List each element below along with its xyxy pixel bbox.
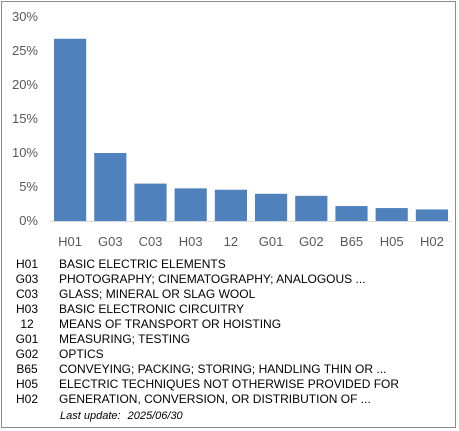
y-tick-label: 25% <box>12 43 38 58</box>
legend-item: G03 PHOTOGRAPHY; CINEMATOGRAPHY; ANALOGOU… <box>0 272 459 287</box>
legend-description: BASIC ELECTRIC ELEMENTS <box>59 257 226 271</box>
legend-code: 12 <box>20 317 34 331</box>
x-tick-label: G02 <box>299 234 324 249</box>
legend-description: GENERATION, CONVERSION, OR DISTRIBUTION … <box>59 392 371 406</box>
bar-b65 <box>335 206 368 221</box>
y-axis: 0% 5% 10% 15% 20% 25% 30% <box>12 9 38 228</box>
legend-code: H03 <box>15 302 38 316</box>
x-tick-label: H03 <box>179 234 203 249</box>
y-tick-label: 20% <box>12 77 38 92</box>
y-tick-label: 0% <box>19 213 38 228</box>
legend-description: MEANS OF TRANSPORT OR HOISTING <box>59 317 282 331</box>
legend-code: G02 <box>15 347 39 361</box>
y-tick-label: 5% <box>19 179 38 194</box>
legend-code: G01 <box>15 332 39 346</box>
bar-chart: 0% 5% 10% 15% 20% 25% 30% H01 G03 C03 H03 12 G01 G02… <box>12 9 452 249</box>
last-update-label: Last update: <box>60 410 121 422</box>
bar-g01 <box>255 193 288 221</box>
bar-h03 <box>174 188 207 221</box>
legend-item: H03 BASIC ELECTRONIC CIRCUITRY <box>0 302 459 317</box>
x-tick-label: G01 <box>259 234 284 249</box>
legend-description: CONVEYING; PACKING; STORING; HANDLING TH… <box>59 362 387 376</box>
y-tick-label: 30% <box>12 9 38 24</box>
y-tick-label: 10% <box>12 145 38 160</box>
legend-item: B65 CONVEYING; PACKING; STORING; HANDLING… <box>0 362 459 377</box>
legend-item: H05 ELECTRIC TECHNIQUES NOT OTHERWISE PRO… <box>0 377 459 392</box>
legend-item: G01 MEASURING; TESTING <box>0 332 459 347</box>
x-tick-label: 12 <box>224 234 238 249</box>
bar-h02 <box>415 209 448 221</box>
legend-code: G03 <box>15 272 39 286</box>
x-tick-label: G03 <box>98 234 123 249</box>
y-tick-label: 15% <box>12 111 38 126</box>
bars <box>54 38 448 222</box>
legend-code: H01 <box>15 257 38 271</box>
legend-item: H02 GENERATION, CONVERSION, OR DISTRIBUTI… <box>0 392 459 407</box>
legend-description: MEASURING; TESTING <box>59 332 191 346</box>
bar-g02 <box>295 195 328 221</box>
x-tick-label: H01 <box>58 234 82 249</box>
bar-h01 <box>54 38 87 222</box>
legend-description: PHOTOGRAPHY; CINEMATOGRAPHY; ANALOGOUS .… <box>59 272 366 286</box>
legend-code: H02 <box>15 392 38 406</box>
legend-code: H05 <box>15 377 38 391</box>
x-tick-label: C03 <box>139 234 163 249</box>
last-update-date: 2025/06/30 <box>127 410 183 422</box>
bar-c03 <box>134 183 167 221</box>
legend-item: G02 OPTICS <box>0 347 459 362</box>
legend-item: H01 BASIC ELECTRIC ELEMENTS <box>0 257 459 272</box>
legend-item: 12 MEANS OF TRANSPORT OR HOISTING <box>0 317 459 332</box>
x-axis: H01 G03 C03 H03 12 G01 G02 B65 H05 H02 <box>58 234 444 249</box>
x-tick-label: H02 <box>420 234 444 249</box>
legend-description: GLASS; MINERAL OR SLAG WOOL <box>59 287 256 301</box>
x-tick-label: H05 <box>380 234 404 249</box>
legend-code: B65 <box>16 362 38 376</box>
last-update: Last update: 2025/06/30 <box>60 410 187 422</box>
x-tick-label: B65 <box>340 234 363 249</box>
legend-description: OPTICS <box>59 347 104 361</box>
bar-12 <box>214 189 247 221</box>
legend-description: ELECTRIC TECHNIQUES NOT OTHERWISE PROVID… <box>59 377 400 391</box>
bar-h05 <box>375 208 408 221</box>
legend-description: BASIC ELECTRONIC CIRCUITRY <box>59 302 245 316</box>
bar-g03 <box>94 153 127 221</box>
legend-item: C03 GLASS; MINERAL OR SLAG WOOL <box>0 287 459 302</box>
legend-code: C03 <box>15 287 38 301</box>
